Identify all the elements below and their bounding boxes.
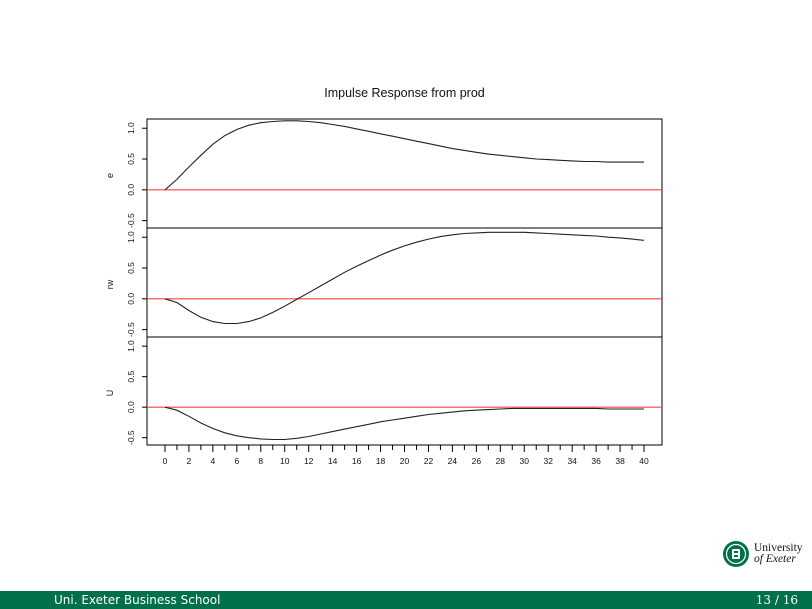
y-tick-label: 0.5 [126,262,136,274]
y-tick-label: -0.5 [126,322,136,337]
x-tick-label: 26 [472,456,482,466]
y-tick-label: 1.0 [126,231,136,243]
x-tick-label: 40 [639,456,649,466]
page-number: 13 / 16 [755,593,798,607]
footer-bar: Uni. Exeter Business School 13 / 16 [0,591,812,609]
x-tick-label: 20 [400,456,410,466]
x-tick-label: 4 [211,456,216,466]
x-tick-label: 6 [234,456,239,466]
x-tick-label: 28 [496,456,506,466]
logo-line-1: University [754,542,803,554]
x-tick-label: 12 [304,456,314,466]
logo-line-2: of Exeter [754,553,796,565]
x-tick-label: 18 [376,456,386,466]
x-tick-label: 10 [280,456,290,466]
x-tick-label: 16 [352,456,362,466]
x-tick-label: 34 [567,456,577,466]
y-tick-label: 0.0 [126,293,136,305]
y-tick-label: 1.0 [126,340,136,352]
panel-frame [146,336,663,446]
x-tick-label: 38 [615,456,625,466]
x-tick-label: 0 [163,456,168,466]
response-line-rw [164,231,645,325]
x-tick-label: 8 [258,456,263,466]
x-tick-label: 14 [328,456,338,466]
x-tick-label: 32 [543,456,553,466]
response-line-U [164,406,644,441]
y-tick-label: 0.0 [126,401,136,413]
y-tick-label: 0.0 [126,184,136,196]
x-axis: 0 2 4 6 8 10 12 14 16 18 20 22 24 26 28 30 32 34 36 38 40 [163,445,649,466]
footer-institution: Uni. Exeter Business School [54,593,221,607]
x-tick-label: 36 [591,456,601,466]
response-line-e [164,120,644,191]
panel-e: -0.5 0.0 0.5 1.0 e [105,118,663,229]
panel-ylabel: e [105,173,115,178]
y-tick-label: -0.5 [126,430,136,445]
chart-title: Impulse Response from prod [324,86,485,100]
university-of-exeter-logo: University of Exeter [722,540,808,572]
x-tick-label: 22 [424,456,434,466]
panel-ylabel: U [105,390,115,397]
x-tick-label: 30 [520,456,530,466]
x-tick-label: 2 [187,456,192,466]
crest-icon [723,541,749,567]
y-tick-label: 1.0 [126,122,136,134]
y-tick-label: -0.5 [126,213,136,228]
panel-U: -0.5 0.0 0.5 1.0 U [105,336,663,446]
x-tick-label: 24 [448,456,458,466]
panel-frame [146,227,663,338]
logo-wordmark: University of Exeter [754,542,803,565]
panel-rw: -0.5 0.0 0.5 1.0 rw [105,227,663,338]
y-tick-label: 0.5 [126,153,136,165]
y-tick-label: 0.5 [126,370,136,382]
panel-ylabel: rw [105,279,115,289]
